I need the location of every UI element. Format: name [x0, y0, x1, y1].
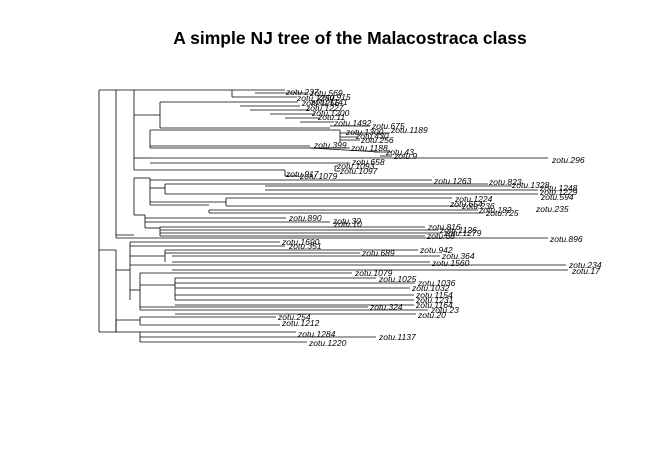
tip-label: zotu.17 — [571, 266, 600, 276]
tip-label: zotu.896 — [549, 234, 583, 244]
tip-label: zotu.234 — [568, 260, 602, 270]
tip-label: zotu.1256 — [301, 98, 340, 108]
tip-label: zotu.1250 — [296, 93, 335, 103]
tip-label: zotu.43 — [385, 147, 414, 157]
tree-branches — [98, 89, 568, 343]
tip-label: zotu.915 — [317, 92, 351, 102]
tip-label: zotu.430 — [355, 131, 389, 141]
tip-label: zotu.1200 — [311, 108, 350, 118]
tip-label: zotu.1141 — [310, 97, 348, 107]
tip-label: zotu.658 — [351, 157, 385, 167]
tip-label: zotu.1188 — [350, 143, 388, 153]
tip-label: zotu.1300 — [345, 127, 384, 137]
tip-label: zotu.675 — [371, 121, 405, 131]
tip-label: zotu.11 — [317, 112, 346, 122]
tip-label: zotu.1036 — [417, 278, 456, 288]
tip-label: zotu.569 — [309, 88, 343, 98]
tip-label: zotu.654 — [449, 199, 483, 209]
tip-label: zotu.254 — [277, 312, 311, 322]
tip-label: zotu.1231 — [415, 295, 454, 305]
tip-label: zotu.1284 — [297, 329, 336, 339]
tip-label: zotu.1025 — [378, 274, 417, 284]
tip-label: zotu.1137 — [378, 332, 416, 342]
tip-label: zotu.725 — [485, 208, 519, 218]
tip-label: zotu.1279 — [443, 228, 482, 238]
tip-label: zotu.1220 — [308, 338, 347, 348]
tip-label: zotu.399 — [313, 140, 347, 150]
tip-label: zotu.1263 — [433, 176, 472, 186]
figure-title: A simple NJ tree of the Malacostraca cla… — [173, 28, 527, 48]
tip-label: zotu.1154 — [415, 290, 453, 300]
tip-label: zotu.917 — [285, 169, 319, 179]
tip-label: zotu.30 — [332, 216, 361, 226]
tip-label: zotu.1492 — [333, 118, 372, 128]
tip-label: zotu.1690 — [281, 237, 320, 247]
tip-label: zotu.1229 — [539, 187, 578, 197]
tip-label: zotu.823 — [488, 177, 522, 187]
tip-label: zotu.296 — [551, 155, 585, 165]
tip-label: zotu.9 — [393, 151, 417, 161]
tip-label: zotu.236 — [461, 201, 495, 211]
tip-label: zotu.1189 — [390, 125, 428, 135]
tip-label: zotu.1079 — [354, 268, 393, 278]
tip-label: zotu.1164 — [415, 300, 453, 310]
tip-label: zotu.1097 — [339, 166, 378, 176]
tip-label: zotu.23 — [430, 305, 459, 315]
tip-label: zotu.816 — [427, 222, 461, 232]
tip-label: zotu.1248 — [539, 183, 578, 193]
tip-label: zotu.1560 — [431, 258, 470, 268]
tip-label: zotu.1227 — [305, 103, 344, 113]
tip-label: zotu.182 — [478, 205, 512, 215]
tip-labels: zotu.237zotu.569zotu.1250zotu.915zotu.12… — [277, 87, 602, 348]
tip-label: zotu.689 — [361, 248, 395, 258]
tip-label: zotu.942 — [419, 245, 453, 255]
tip-label: zotu.237 — [285, 87, 319, 97]
tip-label: zotu.10 — [333, 219, 362, 229]
tip-label: zotu.1224 — [454, 194, 493, 204]
tip-label: zotu.235 — [535, 204, 569, 214]
tip-label: zotu.364 — [441, 251, 475, 261]
tip-label: zotu.1328 — [511, 180, 550, 190]
tree-branch — [309, 147, 381, 153]
tip-label: zotu.1126 — [439, 225, 477, 235]
tip-label: zotu.68 — [426, 231, 455, 241]
tip-label: zotu.594 — [540, 192, 574, 202]
tip-label: zotu.1079 — [299, 171, 338, 181]
tip-label: zotu.1212 — [281, 318, 320, 328]
tip-label: zotu.256 — [360, 135, 394, 145]
tip-label: zotu.20 — [417, 310, 446, 320]
tip-label: zotu.890 — [288, 213, 322, 223]
tip-label: zotu.1032 — [411, 283, 450, 293]
tip-label: zotu.324 — [369, 302, 403, 312]
tip-label: zotu.351 — [288, 241, 322, 251]
tip-label: zotu.1093 — [336, 161, 375, 171]
